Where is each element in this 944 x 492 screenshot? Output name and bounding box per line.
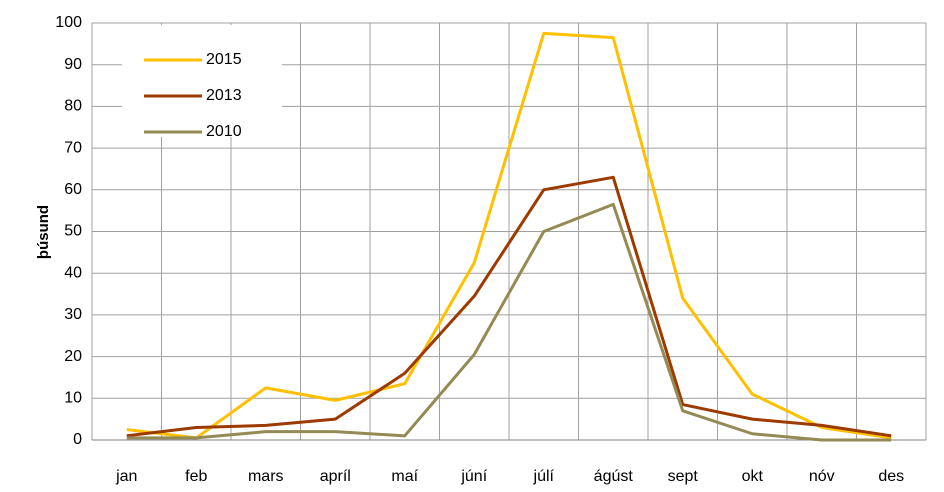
series-line	[126, 175, 892, 438]
x-tick-label: jan	[115, 468, 137, 485]
x-tick-label: des	[878, 468, 904, 485]
legend-label: 2013	[206, 87, 242, 104]
x-tick-label: júní	[460, 468, 487, 485]
y-tick-label: 30	[64, 306, 82, 323]
y-tick-label: 20	[64, 348, 82, 365]
x-tick-label: mars	[248, 468, 284, 485]
y-tick-label: 0	[73, 431, 82, 448]
y-tick-label: 40	[64, 264, 82, 281]
y-tick-label: 10	[64, 390, 82, 407]
y-tick-label: 80	[64, 98, 82, 115]
series-line	[126, 31, 892, 440]
x-tick-label: júlí	[533, 468, 555, 485]
y-tick-label: 50	[64, 223, 82, 240]
x-tick-label: sept	[668, 468, 699, 485]
y-axis-label: þúsund	[35, 205, 52, 259]
x-tick-label: feb	[185, 468, 207, 485]
y-tick-label: 100	[55, 14, 82, 31]
legend-box	[122, 25, 282, 137]
series-line	[126, 202, 892, 442]
x-tick-label: apríl	[320, 468, 351, 485]
y-tick-label: 60	[64, 181, 82, 198]
y-tick-label: 90	[64, 56, 82, 73]
y-tick-label: 70	[64, 139, 82, 156]
x-tick-label: ágúst	[594, 468, 634, 485]
x-tick-label: okt	[742, 468, 764, 485]
x-tick-label: nóv	[809, 468, 835, 485]
legend-label: 2010	[206, 123, 242, 140]
legend-label: 2015	[206, 51, 242, 68]
x-tick-label: maí	[391, 468, 418, 485]
